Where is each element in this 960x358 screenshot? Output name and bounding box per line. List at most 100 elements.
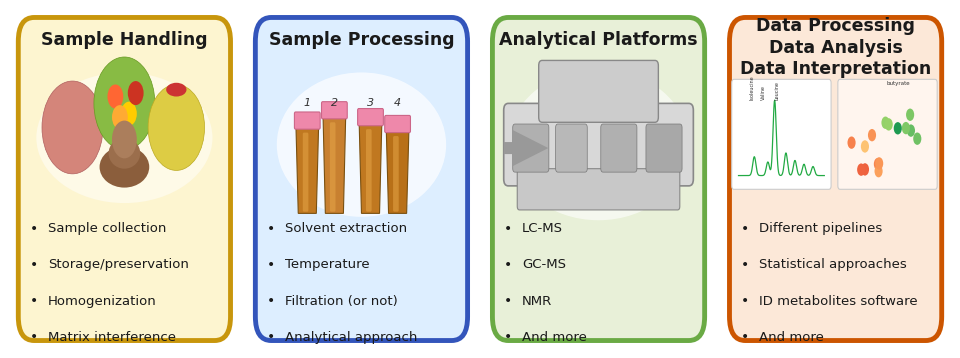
Circle shape — [94, 57, 155, 150]
Text: •: • — [504, 294, 513, 308]
FancyBboxPatch shape — [732, 79, 831, 189]
FancyBboxPatch shape — [330, 122, 335, 212]
Text: 1: 1 — [303, 98, 311, 108]
Text: •: • — [504, 258, 513, 272]
Circle shape — [112, 105, 128, 129]
Text: •: • — [504, 222, 513, 236]
Circle shape — [148, 84, 204, 170]
Text: Storage/preservation: Storage/preservation — [48, 258, 188, 271]
Ellipse shape — [508, 69, 689, 220]
Ellipse shape — [36, 72, 212, 203]
FancyBboxPatch shape — [366, 129, 372, 212]
FancyBboxPatch shape — [539, 61, 659, 122]
Text: •: • — [741, 258, 750, 272]
Circle shape — [861, 163, 869, 175]
Text: Homogenization: Homogenization — [48, 295, 156, 308]
Text: Sample Processing: Sample Processing — [269, 31, 454, 49]
FancyBboxPatch shape — [385, 115, 411, 132]
Circle shape — [901, 122, 910, 134]
Text: GC-MS: GC-MS — [522, 258, 565, 271]
Text: •: • — [741, 330, 750, 344]
FancyBboxPatch shape — [302, 132, 308, 212]
Polygon shape — [324, 117, 346, 213]
Ellipse shape — [108, 138, 140, 169]
Circle shape — [875, 165, 882, 177]
Ellipse shape — [48, 97, 97, 158]
Text: Analytical Platforms: Analytical Platforms — [499, 31, 698, 49]
Ellipse shape — [166, 83, 186, 97]
Text: •: • — [267, 222, 276, 236]
Circle shape — [121, 102, 137, 126]
Text: •: • — [741, 222, 750, 236]
Text: ID metabolites software: ID metabolites software — [758, 295, 918, 308]
Text: •: • — [267, 330, 276, 344]
Text: Statistical approaches: Statistical approaches — [758, 258, 906, 271]
Text: Different pipelines: Different pipelines — [758, 222, 882, 235]
FancyArrow shape — [504, 130, 548, 166]
FancyBboxPatch shape — [295, 112, 320, 129]
FancyBboxPatch shape — [393, 136, 398, 212]
Text: LC-MS: LC-MS — [522, 222, 563, 235]
Text: •: • — [30, 330, 38, 344]
Text: •: • — [504, 330, 513, 344]
Text: •: • — [267, 258, 276, 272]
Circle shape — [907, 125, 915, 137]
Circle shape — [868, 129, 876, 141]
Text: And more: And more — [758, 330, 824, 344]
Ellipse shape — [100, 146, 149, 188]
Circle shape — [112, 121, 137, 158]
Circle shape — [857, 164, 865, 176]
Text: •: • — [267, 294, 276, 308]
Circle shape — [42, 81, 103, 174]
Text: Analytical approach: Analytical approach — [285, 330, 417, 344]
Circle shape — [913, 132, 922, 145]
FancyBboxPatch shape — [513, 124, 549, 172]
Polygon shape — [359, 124, 382, 213]
Text: •: • — [30, 294, 38, 308]
FancyBboxPatch shape — [504, 103, 693, 186]
Text: Isoleucine: Isoleucine — [750, 75, 755, 100]
Text: NMR: NMR — [522, 295, 552, 308]
Text: Sample Handling: Sample Handling — [41, 31, 207, 49]
Circle shape — [884, 118, 893, 131]
Text: Temperature: Temperature — [285, 258, 370, 271]
Circle shape — [848, 136, 855, 149]
Text: •: • — [30, 258, 38, 272]
FancyBboxPatch shape — [255, 18, 468, 340]
Circle shape — [861, 140, 869, 153]
FancyBboxPatch shape — [492, 18, 705, 340]
Polygon shape — [386, 131, 409, 213]
Text: Leucine: Leucine — [775, 81, 780, 100]
Text: •: • — [30, 222, 38, 236]
Polygon shape — [296, 127, 319, 213]
Text: Solvent extraction: Solvent extraction — [285, 222, 407, 235]
Text: Matrix interference: Matrix interference — [48, 330, 176, 344]
FancyBboxPatch shape — [838, 79, 937, 189]
Text: And more: And more — [522, 330, 587, 344]
Text: Sample collection: Sample collection — [48, 222, 166, 235]
Circle shape — [108, 84, 123, 108]
FancyBboxPatch shape — [322, 102, 348, 119]
FancyBboxPatch shape — [358, 108, 383, 126]
Text: Data Processing
Data Analysis
Data Interpretation: Data Processing Data Analysis Data Inter… — [740, 18, 931, 78]
Text: butyrate: butyrate — [887, 81, 911, 86]
Circle shape — [874, 158, 882, 170]
Circle shape — [894, 122, 901, 135]
Circle shape — [876, 157, 883, 170]
Text: •: • — [741, 294, 750, 308]
Text: 3: 3 — [367, 98, 374, 108]
FancyBboxPatch shape — [646, 124, 682, 172]
Circle shape — [128, 81, 144, 105]
Circle shape — [906, 108, 914, 121]
Text: Filtration (or not): Filtration (or not) — [285, 295, 397, 308]
Text: 4: 4 — [394, 98, 401, 108]
FancyBboxPatch shape — [517, 169, 680, 210]
Text: 2: 2 — [331, 98, 338, 108]
Text: Valine: Valine — [761, 85, 766, 100]
Ellipse shape — [276, 72, 446, 217]
FancyBboxPatch shape — [18, 18, 230, 340]
FancyBboxPatch shape — [556, 124, 588, 172]
Circle shape — [881, 116, 890, 129]
FancyBboxPatch shape — [601, 124, 636, 172]
FancyBboxPatch shape — [730, 18, 942, 340]
